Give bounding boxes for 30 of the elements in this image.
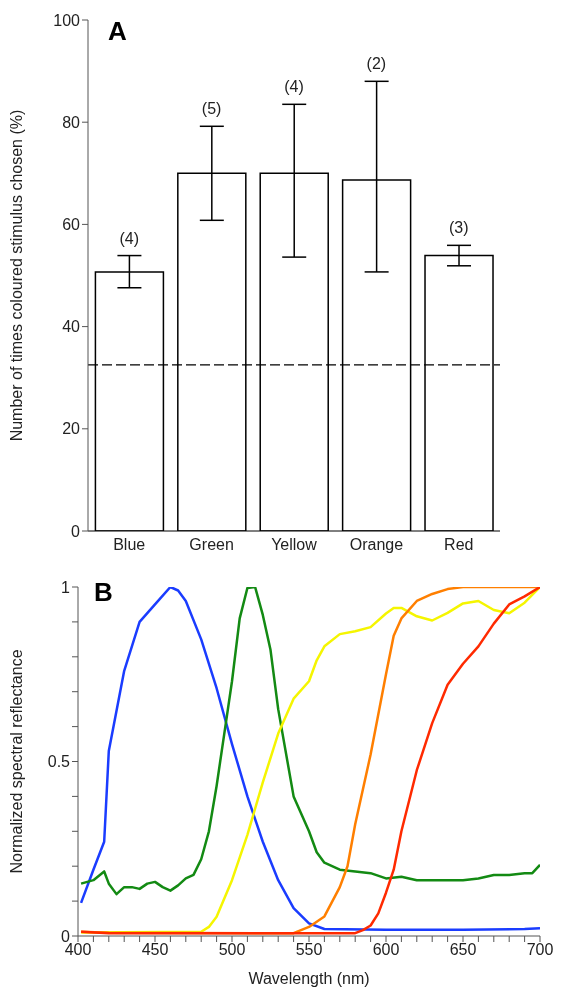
chart-title: B <box>94 577 113 608</box>
x-tick-label: Yellow <box>271 536 318 554</box>
annotation: (4) <box>119 229 139 247</box>
x-tick-label: 400 <box>64 941 92 959</box>
x-tick-label: Green <box>189 536 234 554</box>
x-axis-title: Wavelength (nm) <box>248 970 370 987</box>
x-tick-label: 700 <box>526 941 554 959</box>
y-tick-label: 60 <box>62 216 81 234</box>
x-tick-label: Red <box>444 536 474 554</box>
chart-title: A <box>108 16 127 47</box>
y-tick-label: 0.5 <box>47 753 71 771</box>
x-tick-label: Blue <box>113 536 146 554</box>
x-tick-label: 550 <box>295 941 323 959</box>
y-tick-label: 80 <box>62 113 81 131</box>
y-tick-label: 40 <box>62 318 81 336</box>
y-tick-label: 1 <box>61 578 71 596</box>
y-axis-title: Normalized spectral reflectance <box>7 649 25 874</box>
y-tick-label: 20 <box>62 420 81 438</box>
x-tick-label: Orange <box>349 536 404 554</box>
y-tick-label: 100 <box>53 11 81 29</box>
y-axis-title: Number of times coloured stimulus chosen (%) <box>7 109 25 442</box>
y-tick-label: 0 <box>71 522 81 540</box>
x-tick-label: 500 <box>218 941 246 959</box>
x-tick-label: 600 <box>372 941 400 959</box>
annotation: (2) <box>366 55 387 73</box>
annotation: (3) <box>449 219 469 237</box>
x-tick-label: 650 <box>449 941 477 959</box>
annotation: (5) <box>201 100 222 118</box>
annotation: (4) <box>284 78 304 96</box>
x-tick-label: 450 <box>141 941 169 959</box>
